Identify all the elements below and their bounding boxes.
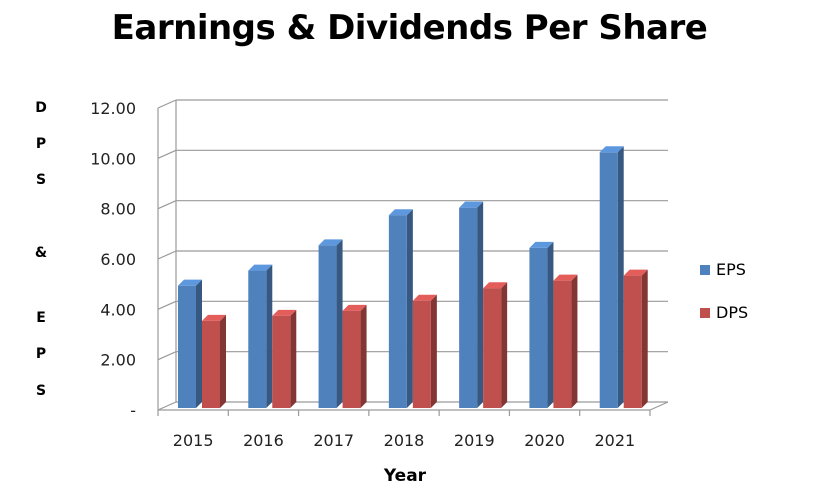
gridline-depth [157, 149, 177, 159]
legend-item-eps: EPS [700, 260, 746, 279]
gridline-depth [157, 99, 177, 109]
bar-top-dps [483, 282, 508, 289]
bar-top-eps [178, 279, 202, 286]
bar-dps [272, 315, 291, 408]
bar-eps [529, 247, 548, 408]
legend-swatch-dps [700, 307, 710, 318]
gridline-depth [157, 401, 177, 411]
bar-eps [318, 245, 337, 408]
bar-side-dps [430, 294, 437, 408]
x-tick-label: 2020 [524, 431, 565, 450]
bar-top-dps [623, 269, 648, 276]
bar-eps [599, 152, 618, 408]
gridline-depth [157, 200, 177, 210]
bar-side-dps [501, 282, 508, 408]
y-tick-label: - [130, 401, 136, 420]
bar-top-eps [459, 201, 484, 208]
x-tick-label: 2017 [313, 431, 354, 450]
bar-dps [553, 280, 572, 408]
x-tick-label: 2019 [454, 431, 495, 450]
y-tick-label: 10.00 [90, 149, 136, 168]
floor-right-edge [649, 401, 669, 411]
bar-top-dps [412, 294, 437, 301]
bar-eps [388, 215, 407, 408]
bar-top-dps [272, 309, 297, 316]
bar-side-eps [547, 241, 554, 408]
bar-top-dps [202, 314, 226, 321]
bar-side-dps [360, 304, 367, 408]
x-tick-label: 2016 [243, 431, 284, 450]
gridline-depth [157, 300, 177, 310]
y-tick-label: 8.00 [100, 200, 136, 219]
legend-item-dps: DPS [700, 303, 748, 322]
y-axis-label-char: D [35, 100, 47, 116]
legend-swatch-eps [700, 264, 710, 275]
y-axis-label-char: S [35, 172, 47, 188]
bar-eps [459, 207, 478, 408]
y-axis-label-char: & [34, 245, 48, 261]
bar-top-eps [529, 241, 554, 248]
legend-label-dps: DPS [716, 303, 749, 322]
bar-eps [178, 285, 196, 408]
gridline-depth [157, 351, 177, 361]
x-axis-label: Year [383, 466, 427, 486]
chart-title: Earnings & Dividends Per Share [111, 8, 708, 48]
x-tick-label: 2015 [173, 431, 214, 450]
bar-dps [202, 320, 220, 408]
y-axis-label-char: P [35, 136, 47, 152]
y-axis-label-char: S [35, 383, 47, 399]
x-tick-label: 2021 [594, 431, 635, 450]
bar-side-dps [220, 314, 226, 408]
bar-side-dps [571, 274, 578, 408]
bar-side-eps [406, 209, 413, 408]
bar-top-dps [342, 304, 367, 311]
y-tick-label: 6.00 [100, 250, 136, 269]
legend-label-eps: EPS [716, 260, 746, 279]
y-tick-label: 12.00 [90, 99, 136, 118]
bar-top-eps [318, 239, 343, 246]
bar-top-eps [599, 146, 624, 153]
bar-dps [623, 275, 642, 408]
bar-dps [483, 288, 502, 408]
y-axis-label-char: P [35, 346, 47, 362]
bar-side-dps [290, 309, 297, 408]
bar-eps [248, 270, 267, 408]
bar-side-eps [477, 201, 484, 408]
x-tick-label: 2018 [384, 431, 425, 450]
y-tick-label: 2.00 [100, 351, 136, 370]
gridline-depth [157, 250, 177, 260]
bar-side-eps [336, 239, 343, 408]
bar-top-eps [248, 264, 273, 271]
y-axis-label-char: E [36, 310, 46, 326]
bar-dps [412, 300, 431, 408]
bar-side-eps [266, 264, 273, 408]
y-tick-label: 4.00 [100, 300, 136, 319]
bar-side-dps [641, 269, 648, 408]
bar-side-eps [617, 146, 624, 409]
bar-top-dps [553, 274, 578, 281]
bar-top-eps [388, 209, 413, 216]
bar-dps [342, 310, 361, 408]
bar-side-eps [196, 279, 202, 408]
